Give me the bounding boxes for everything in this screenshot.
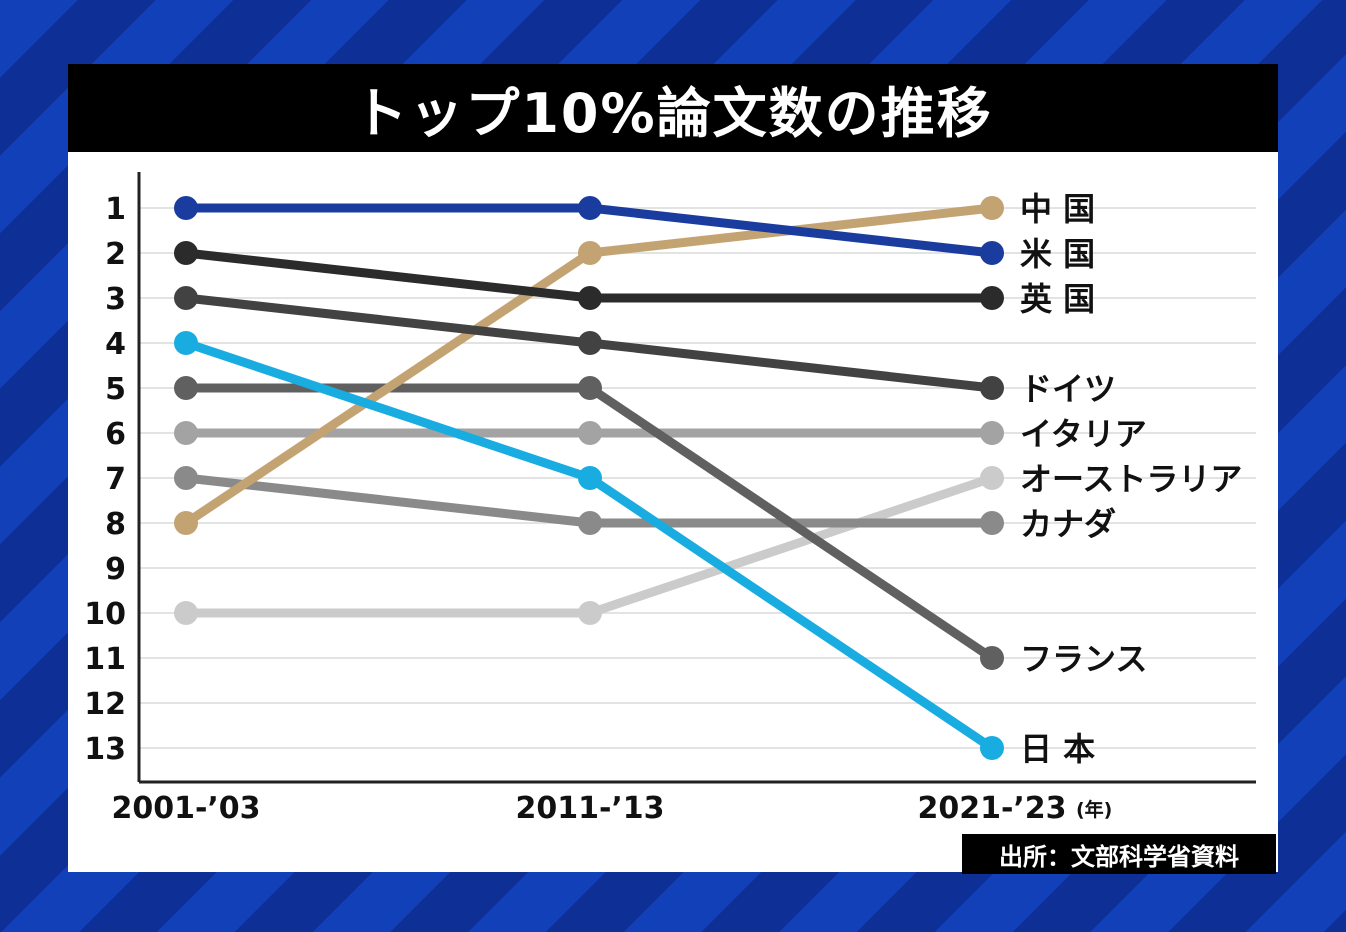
y-tick-label: 6 bbox=[105, 417, 126, 452]
series-label: 日 本 bbox=[1020, 730, 1095, 768]
data-point bbox=[578, 376, 602, 400]
series-line bbox=[181, 338, 997, 753]
data-point bbox=[980, 466, 1004, 490]
chart-panel: トップ10%論文数の推移 1 2 3 4 5 6 7 8 9 10 11 12 13 2001-’03 2… bbox=[68, 64, 1278, 872]
x-tick-label: 2011-’13 bbox=[515, 791, 664, 826]
data-point bbox=[980, 736, 1004, 760]
series-label: 中 国 bbox=[1020, 190, 1095, 228]
data-point bbox=[980, 646, 1004, 670]
x-axis-unit: (年) bbox=[1076, 798, 1112, 821]
source-note: 出所：文部科学省資料 bbox=[962, 834, 1276, 874]
data-point bbox=[174, 601, 198, 625]
data-point bbox=[578, 196, 602, 220]
y-tick-label: 3 bbox=[105, 282, 126, 317]
data-point bbox=[578, 331, 602, 355]
data-point bbox=[174, 331, 198, 355]
data-point bbox=[980, 511, 1004, 535]
data-point bbox=[578, 466, 602, 490]
data-point bbox=[980, 421, 1004, 445]
series-label: イタリア bbox=[1020, 415, 1147, 453]
data-point bbox=[174, 466, 198, 490]
data-point bbox=[578, 511, 602, 535]
y-tick-label: 13 bbox=[84, 732, 126, 767]
data-point bbox=[578, 241, 602, 265]
x-tick-label: 2021-’23 bbox=[917, 791, 1066, 826]
data-point bbox=[174, 286, 198, 310]
series-label: カナダ bbox=[1020, 505, 1116, 543]
series-label: ドイツ bbox=[1020, 370, 1116, 408]
chart-title: トップ10%論文数の推移 bbox=[68, 64, 1278, 152]
y-tick-label: 11 bbox=[84, 642, 126, 677]
series-label: 英 国 bbox=[1020, 280, 1095, 318]
data-point bbox=[980, 286, 1004, 310]
data-point bbox=[174, 376, 198, 400]
data-point bbox=[174, 241, 198, 265]
series-line bbox=[181, 473, 997, 618]
data-point bbox=[578, 286, 602, 310]
x-axis-tick-labels: 2001-’03 2011-’13 2021-’23 (年) bbox=[111, 791, 1112, 826]
data-point bbox=[980, 241, 1004, 265]
y-tick-label: 7 bbox=[105, 462, 126, 497]
series-label: オーストラリア bbox=[1020, 460, 1242, 498]
y-tick-label: 10 bbox=[84, 597, 126, 632]
data-point bbox=[980, 376, 1004, 400]
x-tick-label: 2001-’03 bbox=[111, 791, 260, 826]
y-tick-label: 4 bbox=[105, 327, 126, 362]
data-point bbox=[578, 421, 602, 445]
series-label: 米 国 bbox=[1020, 235, 1095, 273]
data-point bbox=[174, 196, 198, 220]
y-tick-label: 2 bbox=[105, 237, 126, 272]
y-tick-label: 9 bbox=[105, 552, 126, 587]
y-tick-label: 8 bbox=[105, 507, 126, 542]
data-point bbox=[174, 511, 198, 535]
series-label: フランス bbox=[1020, 640, 1147, 678]
data-point bbox=[980, 196, 1004, 220]
data-point bbox=[174, 421, 198, 445]
data-point bbox=[578, 601, 602, 625]
y-tick-label: 12 bbox=[84, 687, 126, 722]
y-tick-label: 1 bbox=[105, 192, 126, 227]
chart-axes bbox=[137, 172, 1256, 784]
series-points bbox=[174, 196, 1004, 760]
y-tick-label: 5 bbox=[105, 372, 126, 407]
